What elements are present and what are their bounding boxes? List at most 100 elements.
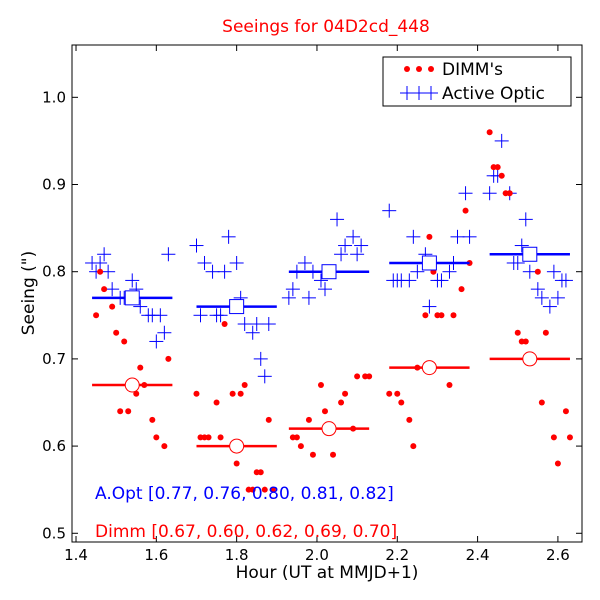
x-tick-label: 1.6 xyxy=(144,546,168,564)
aopt-point xyxy=(153,308,168,323)
y-tick-label: 0.7 xyxy=(42,350,66,368)
aopt-point xyxy=(354,238,369,253)
dimm-point xyxy=(354,373,361,380)
dimm-point xyxy=(422,312,429,319)
dimm-point xyxy=(458,286,465,293)
dimm-mean-marker xyxy=(124,377,140,393)
aopt-point xyxy=(450,229,465,244)
aopt-point xyxy=(217,264,232,279)
y-tick-label: 0.6 xyxy=(42,437,66,455)
dimm-point xyxy=(410,443,417,450)
plot-frame xyxy=(71,44,583,543)
dimm-point xyxy=(241,382,248,389)
aopt-point xyxy=(257,369,272,384)
y-axis-label: Seeing (") xyxy=(19,251,39,336)
aopt-point xyxy=(406,229,421,244)
dimm-point xyxy=(221,321,228,328)
dimm-point xyxy=(394,390,401,397)
legend-aopt-marker xyxy=(400,86,438,100)
dimm-point xyxy=(97,268,104,275)
legend-dimm-dot xyxy=(428,66,434,72)
dimm-point xyxy=(538,399,545,406)
dimm-point xyxy=(113,329,120,336)
dimm-point xyxy=(213,399,220,406)
dimm-point xyxy=(261,486,268,493)
dimm-point xyxy=(165,355,172,362)
aopt-point xyxy=(261,317,276,332)
aopt-point xyxy=(510,255,525,270)
aopt-point xyxy=(334,247,349,262)
aopt-point xyxy=(558,273,573,288)
legend-dimm-label: DIMM's xyxy=(442,60,503,80)
aopt-point xyxy=(442,264,457,279)
x-tick-label: 2.4 xyxy=(466,546,490,564)
dimm-point xyxy=(534,268,541,275)
dimm-point xyxy=(542,329,549,336)
aopt-point xyxy=(197,255,212,270)
aopt-point xyxy=(281,290,296,305)
dimm-point xyxy=(446,382,453,389)
dimm-point xyxy=(149,416,156,423)
dimm-point xyxy=(297,443,304,450)
legend-box xyxy=(382,56,572,107)
aopt-point xyxy=(297,255,312,270)
aopt-point xyxy=(422,299,437,314)
dimm-point xyxy=(269,486,276,493)
dimm-point xyxy=(117,408,124,415)
aopt-point xyxy=(189,238,204,253)
dimm-point xyxy=(398,399,405,406)
plot-area xyxy=(85,129,573,493)
dimm-point xyxy=(566,434,573,441)
dimm-point xyxy=(109,303,116,310)
dimm-point xyxy=(386,390,393,397)
aopt-point xyxy=(97,247,112,262)
aopt-point xyxy=(462,229,477,244)
y-tick-label: 0.5 xyxy=(42,524,66,542)
aopt-point xyxy=(193,308,208,323)
dimm-mean-marker xyxy=(421,360,437,376)
dimm-point xyxy=(317,382,324,389)
aopt-point xyxy=(518,212,533,227)
legend-dimm-marker xyxy=(404,66,434,72)
aopt-point xyxy=(93,255,108,270)
aopt-point xyxy=(101,264,116,279)
dimm-point xyxy=(233,460,240,467)
aopt-mean-marker xyxy=(321,264,337,280)
dimm-point xyxy=(562,408,569,415)
dimm-point xyxy=(125,408,132,415)
aopt-point xyxy=(213,308,228,323)
aopt-point xyxy=(313,273,328,288)
dimm-point xyxy=(450,312,457,319)
dimm-point xyxy=(554,460,561,467)
dimm-point xyxy=(426,233,433,240)
dimm-point xyxy=(257,469,264,476)
legend-aopt-label: Active Optic xyxy=(442,84,545,104)
dimm-point xyxy=(265,416,272,423)
dimm-point xyxy=(342,390,349,397)
aopt-point xyxy=(105,282,120,297)
dimm-point xyxy=(133,390,140,397)
dimm-point xyxy=(93,312,100,319)
aopt-point xyxy=(205,264,220,279)
legend-dimm-dot xyxy=(404,66,410,72)
x-axis-label: Hour (UT at MMJD+1) xyxy=(236,563,419,583)
aopt-point xyxy=(285,282,300,297)
aopt-point xyxy=(542,299,557,314)
aopt-mean-marker xyxy=(229,299,245,315)
y-axis: 0.5 0.6 0.7 0.8 0.9 1.0 xyxy=(42,88,582,542)
aopt-point xyxy=(229,255,244,270)
dimm-point xyxy=(101,286,108,293)
dimm-point xyxy=(514,329,521,336)
aopt-point xyxy=(382,203,397,218)
aopt-point xyxy=(237,317,252,332)
aopt-point xyxy=(249,317,264,332)
aopt-point xyxy=(402,273,417,288)
x-tick-label: 2.0 xyxy=(305,546,329,564)
y-tick-label: 0.8 xyxy=(42,263,66,281)
aopt-point xyxy=(522,264,537,279)
dimm-point xyxy=(366,373,373,380)
dimm-point xyxy=(205,434,212,441)
aopt-mean-marker xyxy=(522,246,538,262)
legend-dimm-dot xyxy=(416,66,422,72)
